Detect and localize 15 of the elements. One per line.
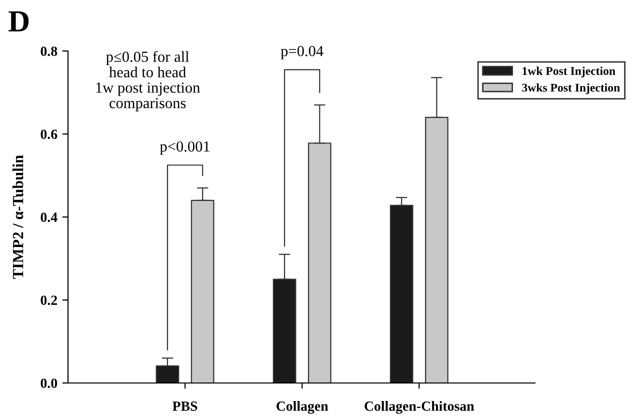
x-tick-label: PBS [172,401,198,411]
annotation: p<0.001 [160,141,210,155]
annotation: p=0.04 [280,46,324,60]
x-tick-label: Collagen-Chitosan [364,401,474,414]
y-tick-label: 0.4 [40,212,58,222]
text: D [8,11,29,32]
y-axis-title: TIMP2 / α-Tubulin [12,155,24,279]
legend-label: 1wk Post Injection [522,66,616,78]
y-tick-label: 0.2 [40,296,57,306]
y-tick-label: 0.6 [40,130,58,140]
legend-label: 3wks Post Injection [522,83,620,94]
y-tick-label: 0.8 [40,46,58,56]
x-tick-label: Collagen [276,401,328,414]
annotation: p≤0.05 for all head to head 1w post injection comparisons [96,51,200,112]
y-tick-label: 0.0 [40,378,58,388]
